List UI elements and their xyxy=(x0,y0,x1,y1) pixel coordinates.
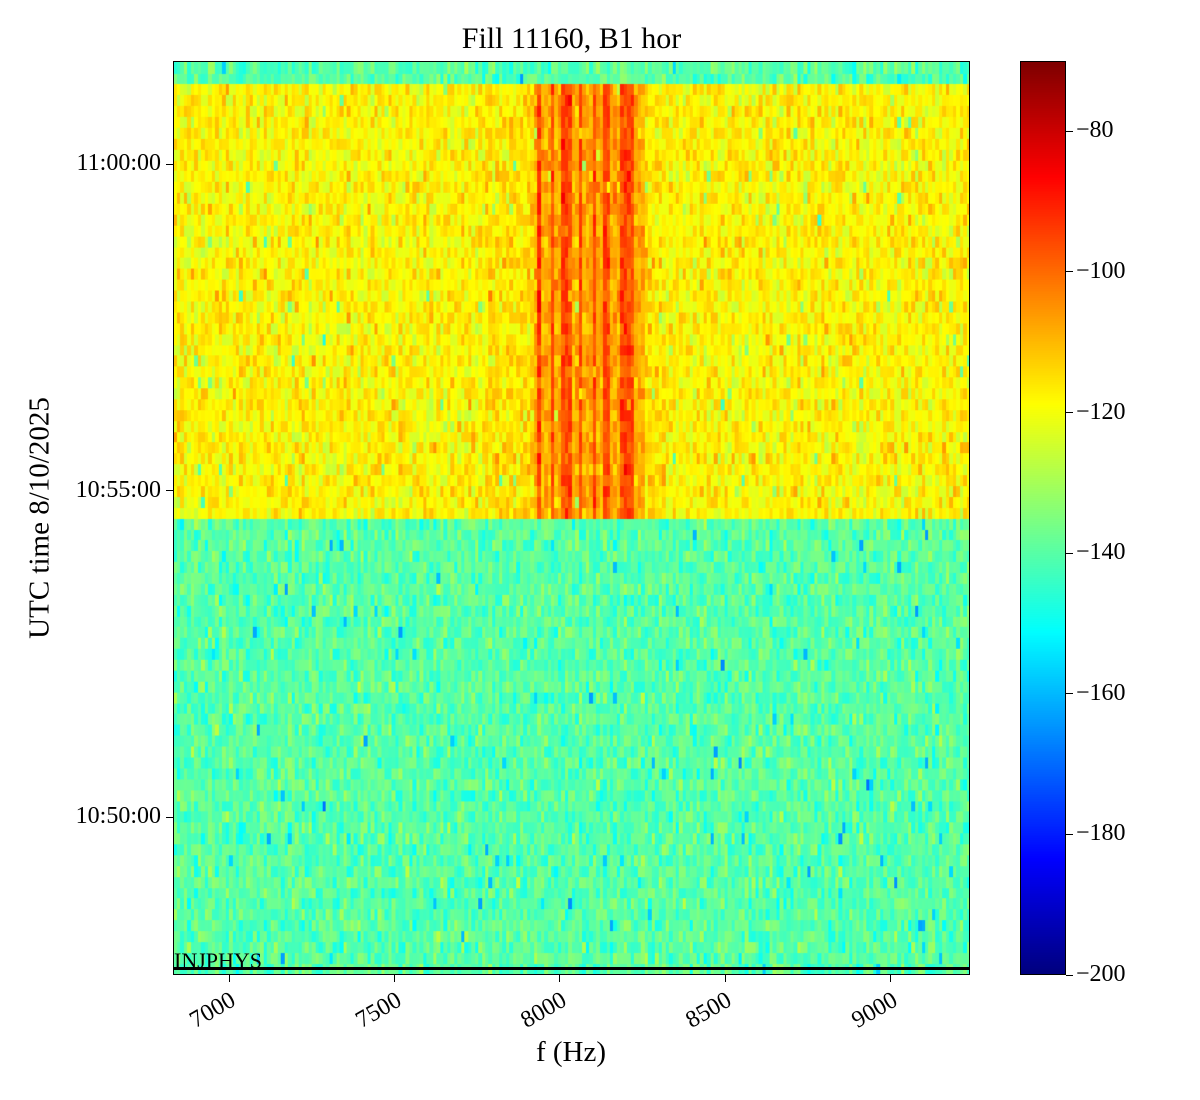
colorbar-tick-label: −200 xyxy=(1076,961,1126,987)
y-tick-label: 10:50:00 xyxy=(75,803,161,830)
colorbar-tick-label: −160 xyxy=(1076,679,1126,706)
plot-area: INJPHYS xyxy=(173,61,970,975)
x-tick xyxy=(724,975,726,982)
colorbar-tick-label: −140 xyxy=(1076,539,1126,566)
colorbar-tick xyxy=(1066,693,1073,695)
x-tick xyxy=(559,975,561,982)
colorbar-tick xyxy=(1066,412,1073,414)
colorbar-tick xyxy=(1066,552,1073,554)
colorbar-tick-label: −180 xyxy=(1076,820,1126,847)
colorbar-tick-label: −100 xyxy=(1076,257,1126,284)
colorbar-tick-label: −80 xyxy=(1076,117,1114,144)
injphys-annotation: INJPHYS xyxy=(174,948,263,973)
colorbar-tick xyxy=(1066,130,1073,132)
y-tick xyxy=(166,490,173,492)
colorbar-tick xyxy=(1066,833,1073,835)
colorbar-gradient xyxy=(1021,62,1065,974)
injphys-marker-line xyxy=(174,967,969,970)
x-tick-label: 8000 xyxy=(516,987,571,1034)
x-tick-label: 9000 xyxy=(847,987,902,1034)
y-tick xyxy=(166,163,173,165)
x-tick-label: 7000 xyxy=(185,987,241,1034)
chart-title: Fill 11160, B1 hor xyxy=(461,22,682,55)
x-tick-label: 7500 xyxy=(350,987,406,1034)
colorbar-tick xyxy=(1066,974,1073,976)
x-tick xyxy=(228,975,230,982)
colorbar xyxy=(1020,61,1066,975)
x-tick xyxy=(890,975,892,982)
y-tick-label: 10:55:00 xyxy=(75,476,161,503)
x-tick xyxy=(394,975,396,982)
colorbar-tick-label: −120 xyxy=(1076,398,1126,425)
colorbar-tick xyxy=(1066,271,1073,273)
y-tick xyxy=(166,816,173,818)
heatmap-cells xyxy=(174,62,969,974)
x-tick-label: 8500 xyxy=(681,987,737,1034)
y-axis-label: UTC time 8/10/2025 xyxy=(23,397,56,639)
x-axis-label: f (Hz) xyxy=(535,1036,607,1068)
y-tick-label: 11:00:00 xyxy=(76,150,161,177)
